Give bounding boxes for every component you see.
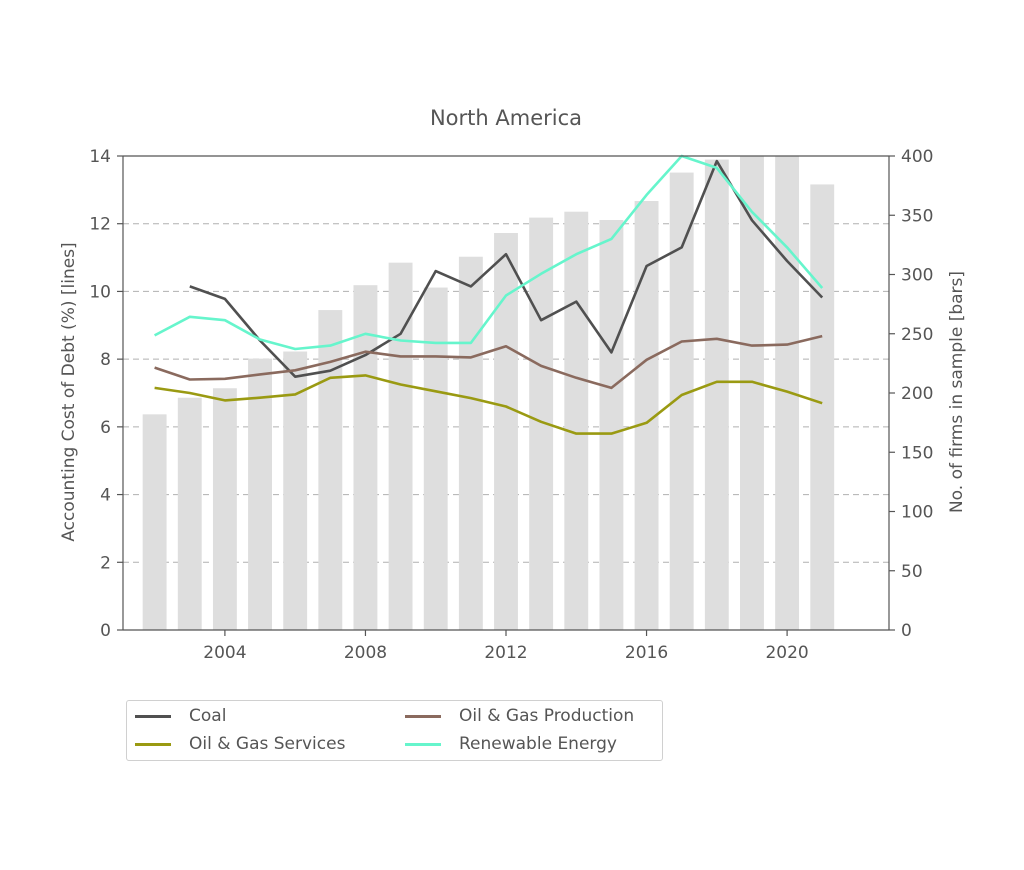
chart-title: North America xyxy=(430,106,582,130)
bar-2004 xyxy=(212,388,237,630)
y2-tick-label-0: 0 xyxy=(901,621,912,641)
legend-item-coal: Coal xyxy=(135,705,226,727)
legend-swatch-renewable-energy xyxy=(405,742,441,746)
y-tick-label-0: 0 xyxy=(100,621,111,641)
x-tick-label-2020: 2020 xyxy=(765,643,808,663)
legend-swatch-oil-gas-production xyxy=(405,714,441,718)
legend-label-renewable-energy: Renewable Energy xyxy=(459,734,617,754)
legend-label-coal: Coal xyxy=(189,706,227,726)
bar-2017 xyxy=(669,172,694,630)
bar-2016 xyxy=(634,201,659,630)
y-tick-label-4: 4 xyxy=(100,486,111,506)
bar-2021 xyxy=(810,184,835,630)
y-axis-label: Accounting Cost of Debt (%) [lines] xyxy=(59,242,79,541)
legend-item-oil-gas-production: Oil & Gas Production xyxy=(405,705,634,727)
y2-tick-label-250: 250 xyxy=(901,325,933,345)
bar-2006 xyxy=(283,351,308,630)
line-oil-gas-services xyxy=(154,374,823,435)
legend-swatch-coal xyxy=(135,714,171,718)
bar-2015 xyxy=(599,219,624,631)
y2-tick-label-300: 300 xyxy=(901,266,933,286)
x-tick-label-2004: 2004 xyxy=(203,643,246,663)
bar-2014 xyxy=(564,211,589,630)
bar-2012 xyxy=(494,233,518,630)
legend: Coal Oil & Gas Production Oil & Gas Serv… xyxy=(126,700,663,761)
bar-2019 xyxy=(740,156,764,630)
line-coal xyxy=(189,159,824,379)
y2-tick-label-50: 50 xyxy=(901,562,923,582)
x-tick-label-2008: 2008 xyxy=(344,643,387,663)
y2-axis-label: No. of firms in sample [bars] xyxy=(947,271,967,513)
bar-2013 xyxy=(529,217,554,630)
bar-series xyxy=(142,156,835,631)
y2-tick-label-350: 350 xyxy=(901,206,933,226)
legend-label-oil-gas-production: Oil & Gas Production xyxy=(459,706,635,726)
x-tick-label-2016: 2016 xyxy=(625,643,668,663)
bar-2008 xyxy=(353,285,378,630)
y-tick-label-8: 8 xyxy=(100,350,111,370)
y-tick-label-10: 10 xyxy=(89,282,111,302)
line-series xyxy=(153,154,824,435)
bar-2007 xyxy=(318,310,343,630)
legend-swatch-oil-gas-services xyxy=(135,742,171,746)
x-tick-label-2012: 2012 xyxy=(484,643,527,663)
bar-2020 xyxy=(775,156,800,630)
y2-tick-label-200: 200 xyxy=(901,384,933,404)
y-tick-label-2: 2 xyxy=(100,553,111,573)
line-renewable-energy xyxy=(153,154,824,351)
legend-item-renewable-energy: Renewable Energy xyxy=(405,733,617,755)
bar-2003 xyxy=(177,397,202,630)
y-tick-label-6: 6 xyxy=(100,418,111,438)
bar-2010 xyxy=(423,287,448,630)
y2-tick-label-150: 150 xyxy=(901,443,933,463)
y-tick-label-14: 14 xyxy=(89,147,111,167)
y-tick-label-12: 12 xyxy=(89,215,111,235)
y2-tick-label-100: 100 xyxy=(901,503,933,523)
bar-2011 xyxy=(458,256,483,630)
legend-label-oil-gas-services: Oil & Gas Services xyxy=(189,734,346,754)
line-oil-gas-production xyxy=(154,334,823,390)
axes: 0 2 4 6 8 10 12 14 0 50 100 150 200 250 300 350 400 2004 2… xyxy=(89,147,933,663)
bar-2002 xyxy=(142,414,167,630)
bar-2018 xyxy=(704,159,729,630)
legend-item-oil-gas-services: Oil & Gas Services xyxy=(135,733,345,755)
bar-2005 xyxy=(248,358,272,630)
y2-tick-label-400: 400 xyxy=(901,147,933,167)
